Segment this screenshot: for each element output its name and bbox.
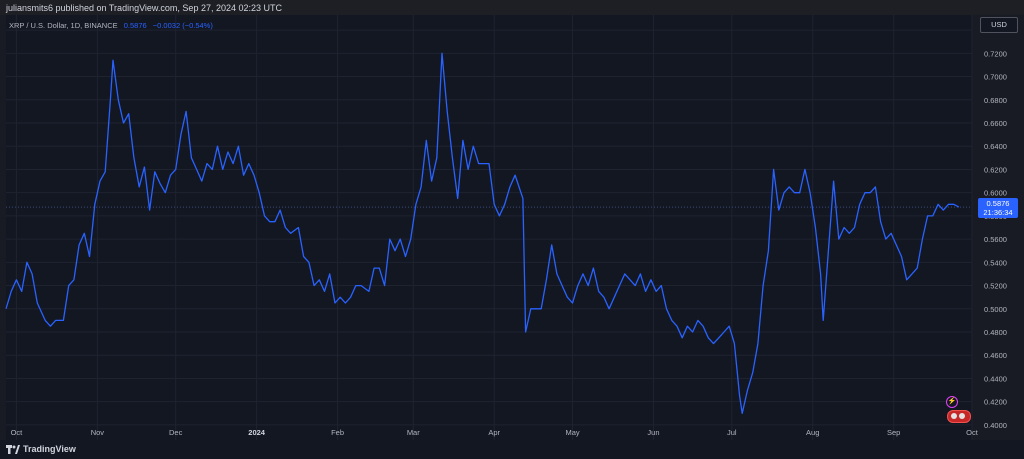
lightning-icon[interactable]: ⚡ xyxy=(946,396,958,408)
x-tick-label: Oct xyxy=(11,428,24,437)
x-tick-label: Apr xyxy=(488,428,500,437)
y-tick-label: 0.4800 xyxy=(984,328,1007,337)
x-tick-label: Jun xyxy=(647,428,659,437)
y-tick-label: 0.4400 xyxy=(984,374,1007,383)
x-tick-label: Feb xyxy=(331,428,344,437)
y-tick-label: 0.7000 xyxy=(984,73,1007,82)
y-tick-label: 0.6400 xyxy=(984,142,1007,151)
x-tick-label: Jul xyxy=(727,428,737,437)
y-tick-label: 0.6800 xyxy=(984,96,1007,105)
plot-area[interactable] xyxy=(6,15,972,440)
y-tick-label: 0.4600 xyxy=(984,351,1007,360)
y-tick-label: 0.5200 xyxy=(984,282,1007,291)
tradingview-logo: TradingView xyxy=(6,444,76,454)
footer xyxy=(0,440,1024,459)
brand-name: TradingView xyxy=(23,444,76,454)
y-axis: 0.4000 0.4200 0.4400 0.4600 0.4800 0.5000 0.52… xyxy=(984,26,1007,430)
x-tick-label: May xyxy=(565,428,579,437)
x-axis: Oct Nov Dec 2024 Feb Mar Apr May Jun Jul Aug Sep Oct xyxy=(11,428,979,437)
y-tick-label: 0.5000 xyxy=(984,305,1007,314)
x-tick-label: Aug xyxy=(806,428,819,437)
symbol-name: XRP / U.S. Dollar, 1D, BINANCE xyxy=(9,21,118,30)
y-tick-label: 0.6600 xyxy=(984,119,1007,128)
last-price-tag-value: 0.5876 xyxy=(986,199,1010,208)
x-tick-label: Mar xyxy=(407,428,420,437)
y-tick-label: 0.4200 xyxy=(984,398,1007,407)
legend-last-price: 0.5876 xyxy=(123,21,147,30)
publisher-bar: juliansmits6 published on TradingView.co… xyxy=(0,0,1024,15)
currency-button[interactable]: USD xyxy=(980,17,1018,33)
x-tick-label: Dec xyxy=(169,428,183,437)
last-price-tag: 0.5876 21:36:34 xyxy=(978,198,1018,218)
y-tick-label: 0.4000 xyxy=(984,421,1007,430)
x-tick-label: Oct xyxy=(966,428,979,437)
x-tick-label: Nov xyxy=(91,428,105,437)
tradingview-logo-icon xyxy=(6,445,20,454)
y-tick-label: 0.6000 xyxy=(984,189,1007,198)
x-tick-label: 2024 xyxy=(248,428,266,437)
economic-events-icon[interactable] xyxy=(947,410,971,423)
y-tick-label: 0.6200 xyxy=(984,165,1007,174)
symbol-legend: XRP / U.S. Dollar, 1D, BINANCE 0.5876 −0… xyxy=(9,21,213,30)
x-tick-label: Sep xyxy=(887,428,900,437)
y-tick-label: 0.5600 xyxy=(984,235,1007,244)
publisher-text: juliansmits6 published on TradingView.co… xyxy=(6,3,282,13)
y-tick-label: 0.5400 xyxy=(984,258,1007,267)
grid-lines xyxy=(6,15,973,440)
y-tick-label: 0.7200 xyxy=(984,49,1007,58)
legend-change: −0.0032 (−0.54%) xyxy=(152,21,213,30)
last-price-tag-countdown: 21:36:34 xyxy=(983,208,1013,217)
price-series-line xyxy=(5,52,960,414)
